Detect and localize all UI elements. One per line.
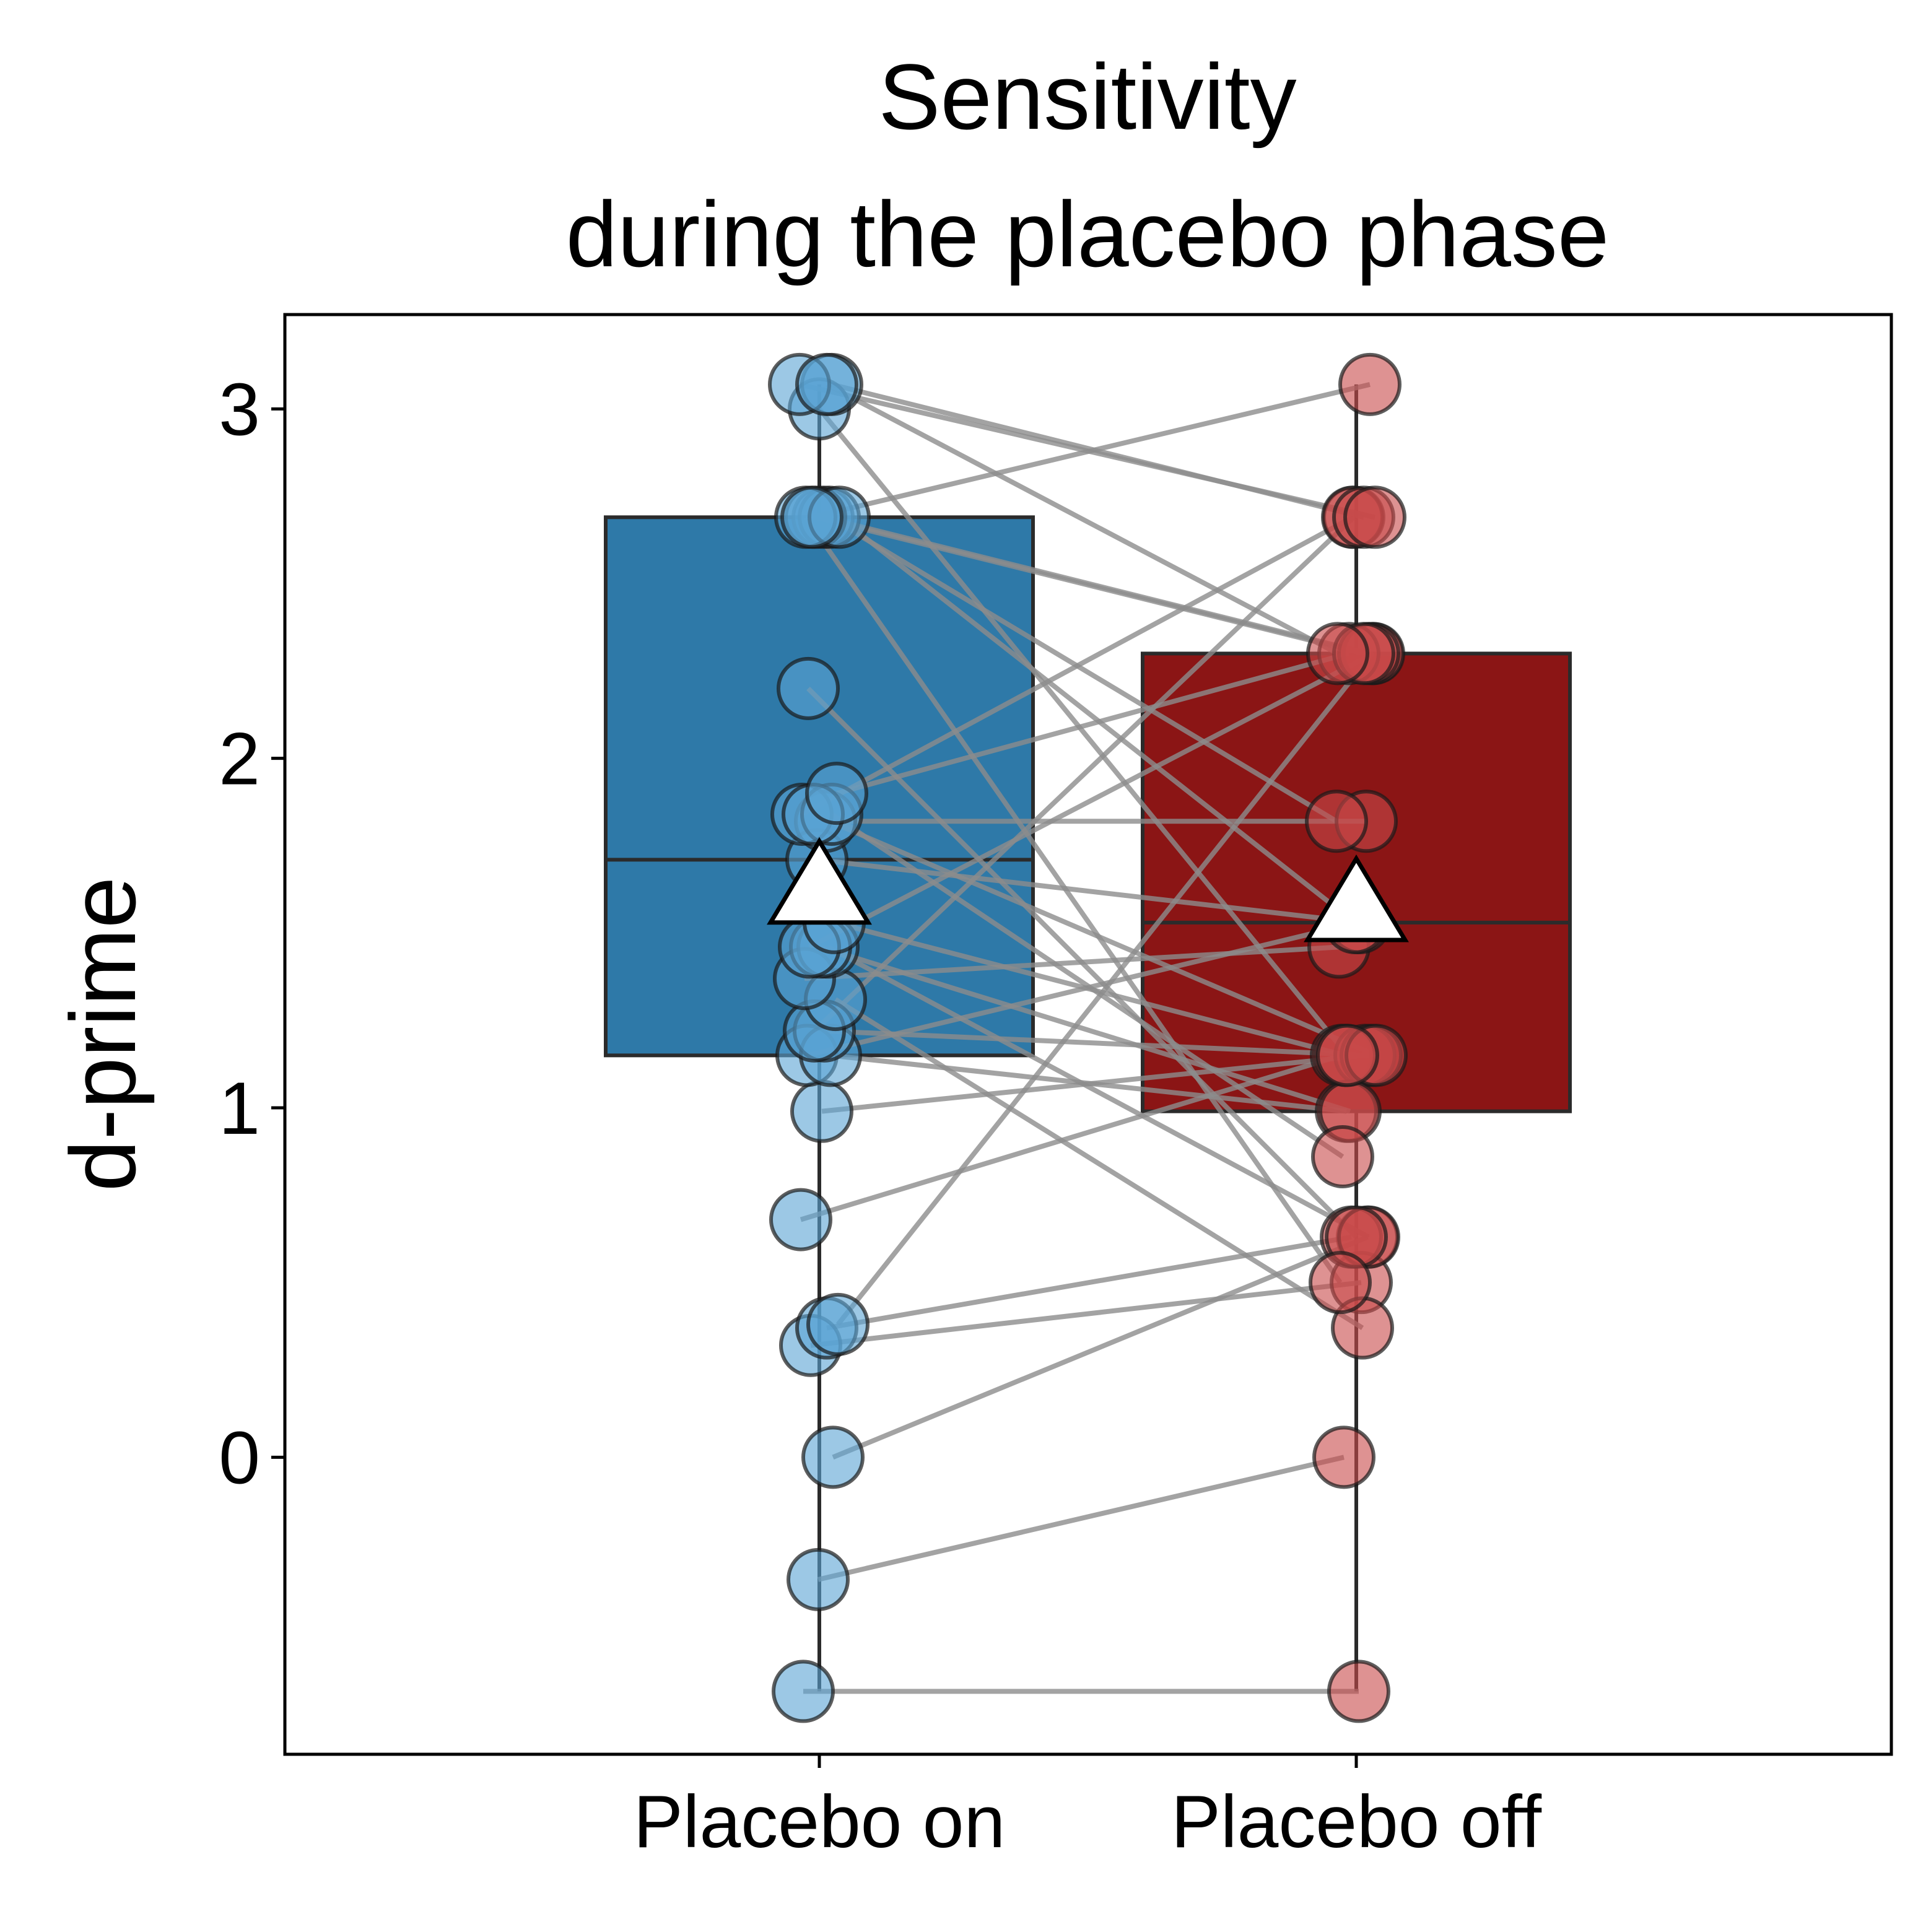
point-placebo-off [1316, 1024, 1379, 1087]
pair-line [808, 651, 1375, 949]
point-placebo-off [1305, 790, 1368, 853]
pair-line [832, 1235, 1369, 1460]
point-placebo-on [769, 1188, 832, 1251]
chart-title-line-2: during the placebo phase [566, 182, 1610, 286]
pair-line [810, 1280, 1362, 1348]
point-placebo-on [790, 1079, 853, 1143]
point-placebo-on [787, 1547, 850, 1611]
point-placebo-on [777, 656, 840, 720]
pair-line [827, 515, 1338, 824]
pair-line [830, 812, 1345, 1159]
x-tick-label: Placebo off [1171, 1780, 1542, 1863]
paired-lines [799, 381, 1377, 1694]
y-tick-label: 1 [219, 1067, 260, 1150]
pair-line [803, 516, 1343, 1284]
point-placebo-off [1327, 1660, 1390, 1723]
chart-title: Sensitivity during the placebo phase [566, 45, 1610, 286]
point-placebo-on [805, 762, 868, 825]
y-tick-label: 3 [219, 368, 260, 451]
pair-line [804, 944, 1340, 981]
chart-title-line-1: Sensitivity [878, 45, 1296, 149]
pair-line [835, 651, 1350, 796]
mean-marker [767, 837, 872, 925]
pair-line [834, 997, 1364, 1330]
plot-area [604, 352, 1572, 1723]
pair-line [827, 944, 1370, 1240]
y-tick-label: 0 [219, 1416, 260, 1499]
y-axis-label: d-prime [51, 877, 155, 1191]
point-placebo-off [1306, 622, 1369, 685]
pair-line [826, 1234, 1352, 1331]
point-placebo-on [772, 1660, 835, 1723]
pair-line [817, 407, 1350, 1057]
point-placebo-off [1338, 352, 1401, 416]
pair-line [816, 857, 1361, 925]
data-points [768, 352, 1408, 1723]
pair-line [837, 515, 1357, 925]
point-placebo-off [1312, 1425, 1375, 1489]
pair-line [824, 1028, 1372, 1058]
point-placebo-on [806, 1292, 870, 1356]
x-axis: Placebo on Placebo off [634, 1754, 1542, 1863]
point-placebo-on [780, 485, 843, 549]
point-placebo-off [1309, 1251, 1372, 1315]
pair-line [799, 381, 1375, 520]
point-placebo-off [1311, 1125, 1374, 1189]
pair-line [815, 515, 1364, 656]
pair-line [817, 1455, 1345, 1582]
point-placebo-on [795, 352, 858, 416]
x-tick-label: Placebo on [634, 1780, 1005, 1863]
pair-line [826, 382, 1339, 656]
point-placebo-on [801, 1425, 865, 1489]
pair-line [806, 686, 1358, 1239]
axes-frame [283, 313, 1893, 1756]
point-placebo-off [1343, 485, 1406, 549]
y-axis: 0 1 2 3 [219, 368, 285, 1499]
pair-line [819, 944, 1351, 1114]
pair-line [813, 515, 1356, 1033]
y-tick-label: 2 [219, 718, 260, 801]
mean-marker [1304, 854, 1409, 942]
